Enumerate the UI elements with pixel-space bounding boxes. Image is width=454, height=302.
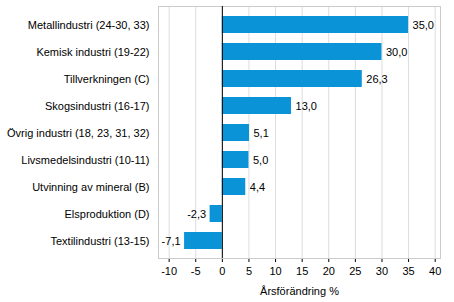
svg-text:Årsförändring %: Årsförändring %	[260, 285, 339, 297]
svg-text:30: 30	[376, 265, 388, 277]
svg-text:Textilindustri (13-15): Textilindustri (13-15)	[50, 235, 149, 247]
svg-text:Elsproduktion (D): Elsproduktion (D)	[65, 208, 150, 220]
svg-text:-5: -5	[191, 265, 201, 277]
svg-text:30,0: 30,0	[386, 46, 407, 58]
svg-text:Kemisk industri (19-22): Kemisk industri (19-22)	[36, 46, 149, 58]
svg-text:5,0: 5,0	[253, 154, 268, 166]
svg-text:Tillverkningen (C): Tillverkningen (C)	[64, 73, 150, 85]
svg-text:4,4: 4,4	[250, 181, 265, 193]
svg-text:Utvinning av mineral (B): Utvinning av mineral (B)	[32, 181, 149, 193]
svg-text:-7,1: -7,1	[162, 235, 181, 247]
svg-text:-2,3: -2,3	[187, 208, 206, 220]
svg-text:10: 10	[269, 265, 281, 277]
svg-text:13,0: 13,0	[296, 100, 317, 112]
svg-text:26,3: 26,3	[366, 73, 387, 85]
svg-text:40: 40	[429, 265, 441, 277]
svg-text:-10: -10	[161, 265, 177, 277]
svg-text:15: 15	[296, 265, 308, 277]
svg-text:Övrig industri (18, 23, 31, 32: Övrig industri (18, 23, 31, 32)	[7, 127, 149, 139]
svg-text:Livsmedelsindustri (10-11): Livsmedelsindustri (10-11)	[21, 154, 149, 166]
svg-text:35,0: 35,0	[413, 19, 434, 31]
svg-text:5,1: 5,1	[253, 127, 268, 139]
svg-text:5: 5	[246, 265, 252, 277]
svg-text:20: 20	[323, 265, 335, 277]
svg-text:Skogsindustri (16-17): Skogsindustri (16-17)	[45, 100, 150, 112]
svg-text:25: 25	[349, 265, 361, 277]
svg-text:0: 0	[219, 265, 225, 277]
svg-text:35: 35	[402, 265, 414, 277]
svg-text:Metallindustri (24-30, 33): Metallindustri (24-30, 33)	[28, 19, 150, 31]
